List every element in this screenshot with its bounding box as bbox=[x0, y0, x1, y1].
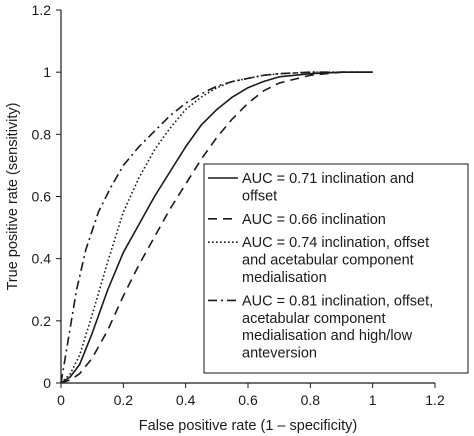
legend-label: offset bbox=[242, 188, 277, 204]
series-line-dashed bbox=[60, 71, 373, 384]
legend-box bbox=[203, 163, 469, 374]
x-tick-label: 1.2 bbox=[425, 392, 445, 408]
series-lines bbox=[60, 71, 373, 384]
x-tick-label: 0 bbox=[57, 392, 65, 408]
legend-label: anteversion bbox=[242, 346, 317, 362]
series-line-dashdot bbox=[60, 71, 373, 384]
y-axis-title: True positive rate (sensitivity) bbox=[5, 102, 21, 290]
y-tick-label: 1.2 bbox=[32, 2, 52, 18]
y-tick-label: 0.8 bbox=[32, 126, 52, 142]
x-tick-label: 0.4 bbox=[176, 392, 196, 408]
y-tick-label: 0.4 bbox=[32, 251, 52, 267]
y-tick-label: 0.6 bbox=[32, 189, 52, 205]
y-tick-label: 0.2 bbox=[32, 313, 52, 329]
x-tick-label: 1 bbox=[369, 392, 377, 408]
y-tick-label: 1 bbox=[43, 64, 51, 80]
x-tick-label: 0.8 bbox=[301, 392, 321, 408]
legend-label: AUC = 0.71 inclination and bbox=[242, 171, 414, 187]
legend-label: acetabular component bbox=[242, 311, 386, 327]
ticks: 0 0.2 0.4 0.6 0.8 1 1.2 0 0.2 0.4 0.6 0.8 1 1.2 bbox=[32, 2, 445, 408]
y-tick-label: 0 bbox=[43, 375, 51, 391]
x-tick-label: 0.6 bbox=[238, 392, 258, 408]
series-line-dotted bbox=[60, 71, 373, 384]
legend-label: medialisation and high/low bbox=[242, 328, 413, 344]
legend-label: and acetabular component bbox=[242, 253, 414, 269]
x-axis-title: False positive rate (1 – specificity) bbox=[139, 418, 357, 434]
series-line-solid bbox=[60, 71, 373, 384]
legend-label: AUC = 0.74 inclination, offset bbox=[242, 235, 429, 251]
legend-label: AUC = 0.66 inclination bbox=[242, 212, 386, 228]
x-tick-label: 0.2 bbox=[114, 392, 134, 408]
legend-label: medialisation bbox=[242, 270, 327, 286]
legend-label: AUC = 0.81 inclination, offset, bbox=[242, 293, 433, 309]
